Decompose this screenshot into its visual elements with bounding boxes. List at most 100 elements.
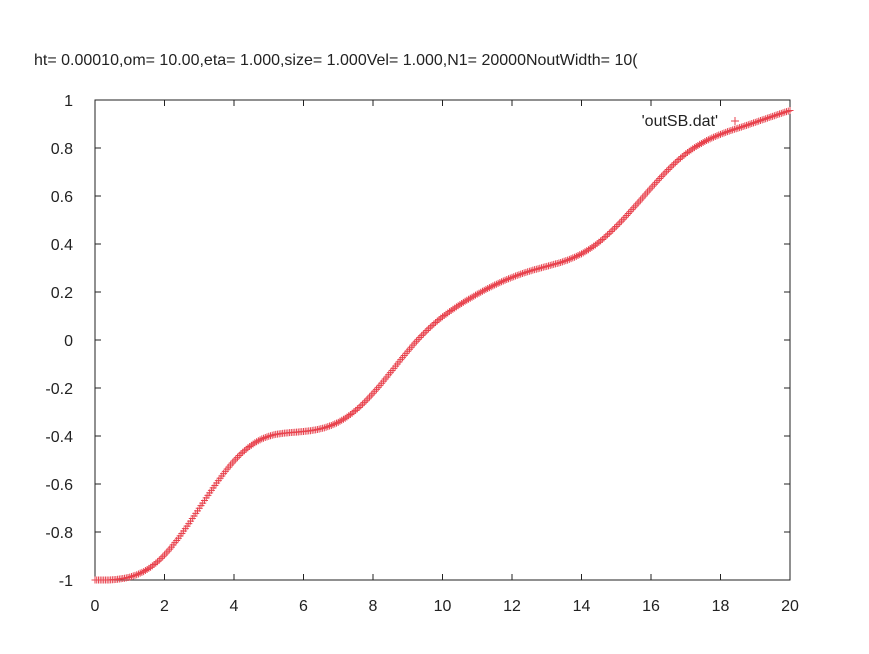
data-point [605,229,613,237]
y-tick-label: 1 [64,93,73,110]
data-point [421,328,429,336]
x-tick-label: 18 [712,598,730,615]
data-point [767,113,775,121]
chart-title: ht= 0.00010,om= 10.00,eta= 1.000,size= 1… [34,52,638,69]
data-point [571,253,579,261]
y-tick-label: -0.4 [45,429,73,446]
data-point [628,206,636,214]
data-point [564,256,572,264]
data-point [722,128,730,136]
data-point [614,221,622,229]
data-point [155,556,163,564]
data-point [484,285,492,293]
data-point [763,114,771,122]
data-point [777,109,785,117]
x-tick-label: 0 [91,598,100,615]
data-point [412,337,420,345]
data-point [701,138,709,146]
data-point [657,173,665,181]
data-point [510,273,518,281]
data-point [515,271,523,279]
data-point [774,111,782,119]
data-point [322,423,330,431]
data-point [661,169,669,177]
data-point [659,171,667,179]
data-point [491,281,499,289]
data-point [626,208,634,216]
data-point [359,400,367,408]
data-point [734,124,742,132]
data-point [631,202,639,210]
data-point [746,120,754,128]
data-point [487,283,495,291]
data-point [134,570,142,578]
data-point [260,434,268,442]
data-point [320,424,328,432]
data-point [600,234,608,242]
data-point [522,268,530,276]
data-point [562,257,570,265]
data-point [518,270,526,278]
data-point [781,108,789,116]
data-point [240,447,248,455]
data-point [416,334,424,342]
data-point [333,419,341,427]
data-point [706,135,714,143]
data-point [480,286,488,294]
data-point [670,160,678,168]
x-tick-label: 10 [434,598,452,615]
data-point [126,573,134,581]
x-tick-label: 2 [160,598,169,615]
data-point [630,204,638,212]
data-point [730,125,738,133]
data-point [326,422,334,430]
data-point [656,175,664,183]
data-point [482,285,490,293]
data-point [758,116,766,124]
series-markers [91,107,794,584]
data-point [520,269,528,277]
x-tick-label: 16 [642,598,660,615]
data-point [364,395,372,403]
data-point [131,571,139,579]
data-point [233,453,241,461]
data-point [753,118,761,126]
data-point [666,164,674,172]
data-point [675,156,683,164]
y-tick-label: -1 [59,573,73,590]
data-point [786,107,794,115]
data-point [715,131,723,139]
data-point [506,274,514,282]
x-tick-label: 14 [573,598,591,615]
data-point [732,125,740,133]
data-point [423,326,431,334]
data-point [331,420,339,428]
data-point [327,421,335,429]
data-point [426,323,434,331]
data-point [718,130,726,138]
data-point [772,111,780,119]
data-point [756,117,764,125]
data-point [769,112,777,120]
data-point [353,405,361,413]
data-point [739,123,747,131]
data-point [261,434,269,442]
data-point [762,115,770,123]
data-point [560,257,568,265]
data-point [765,114,773,122]
x-tick-label: 8 [369,598,378,615]
data-point [717,130,724,138]
data-point [727,126,735,134]
data-point [654,176,662,184]
y-tick-labels: 1 0.8 0.6 0.4 0.2 0 -0.2 -0.4 -0.6 -0.8 -1 [45,93,73,590]
data-point [668,162,676,170]
data-point [525,267,533,275]
data-point [671,159,679,167]
data-point [744,121,752,129]
data-point [235,452,243,460]
axis-ticks [94,99,791,581]
y-tick-label: 0.4 [51,237,73,254]
data-point [133,571,141,579]
data-point [611,224,619,232]
data-point [157,554,165,562]
